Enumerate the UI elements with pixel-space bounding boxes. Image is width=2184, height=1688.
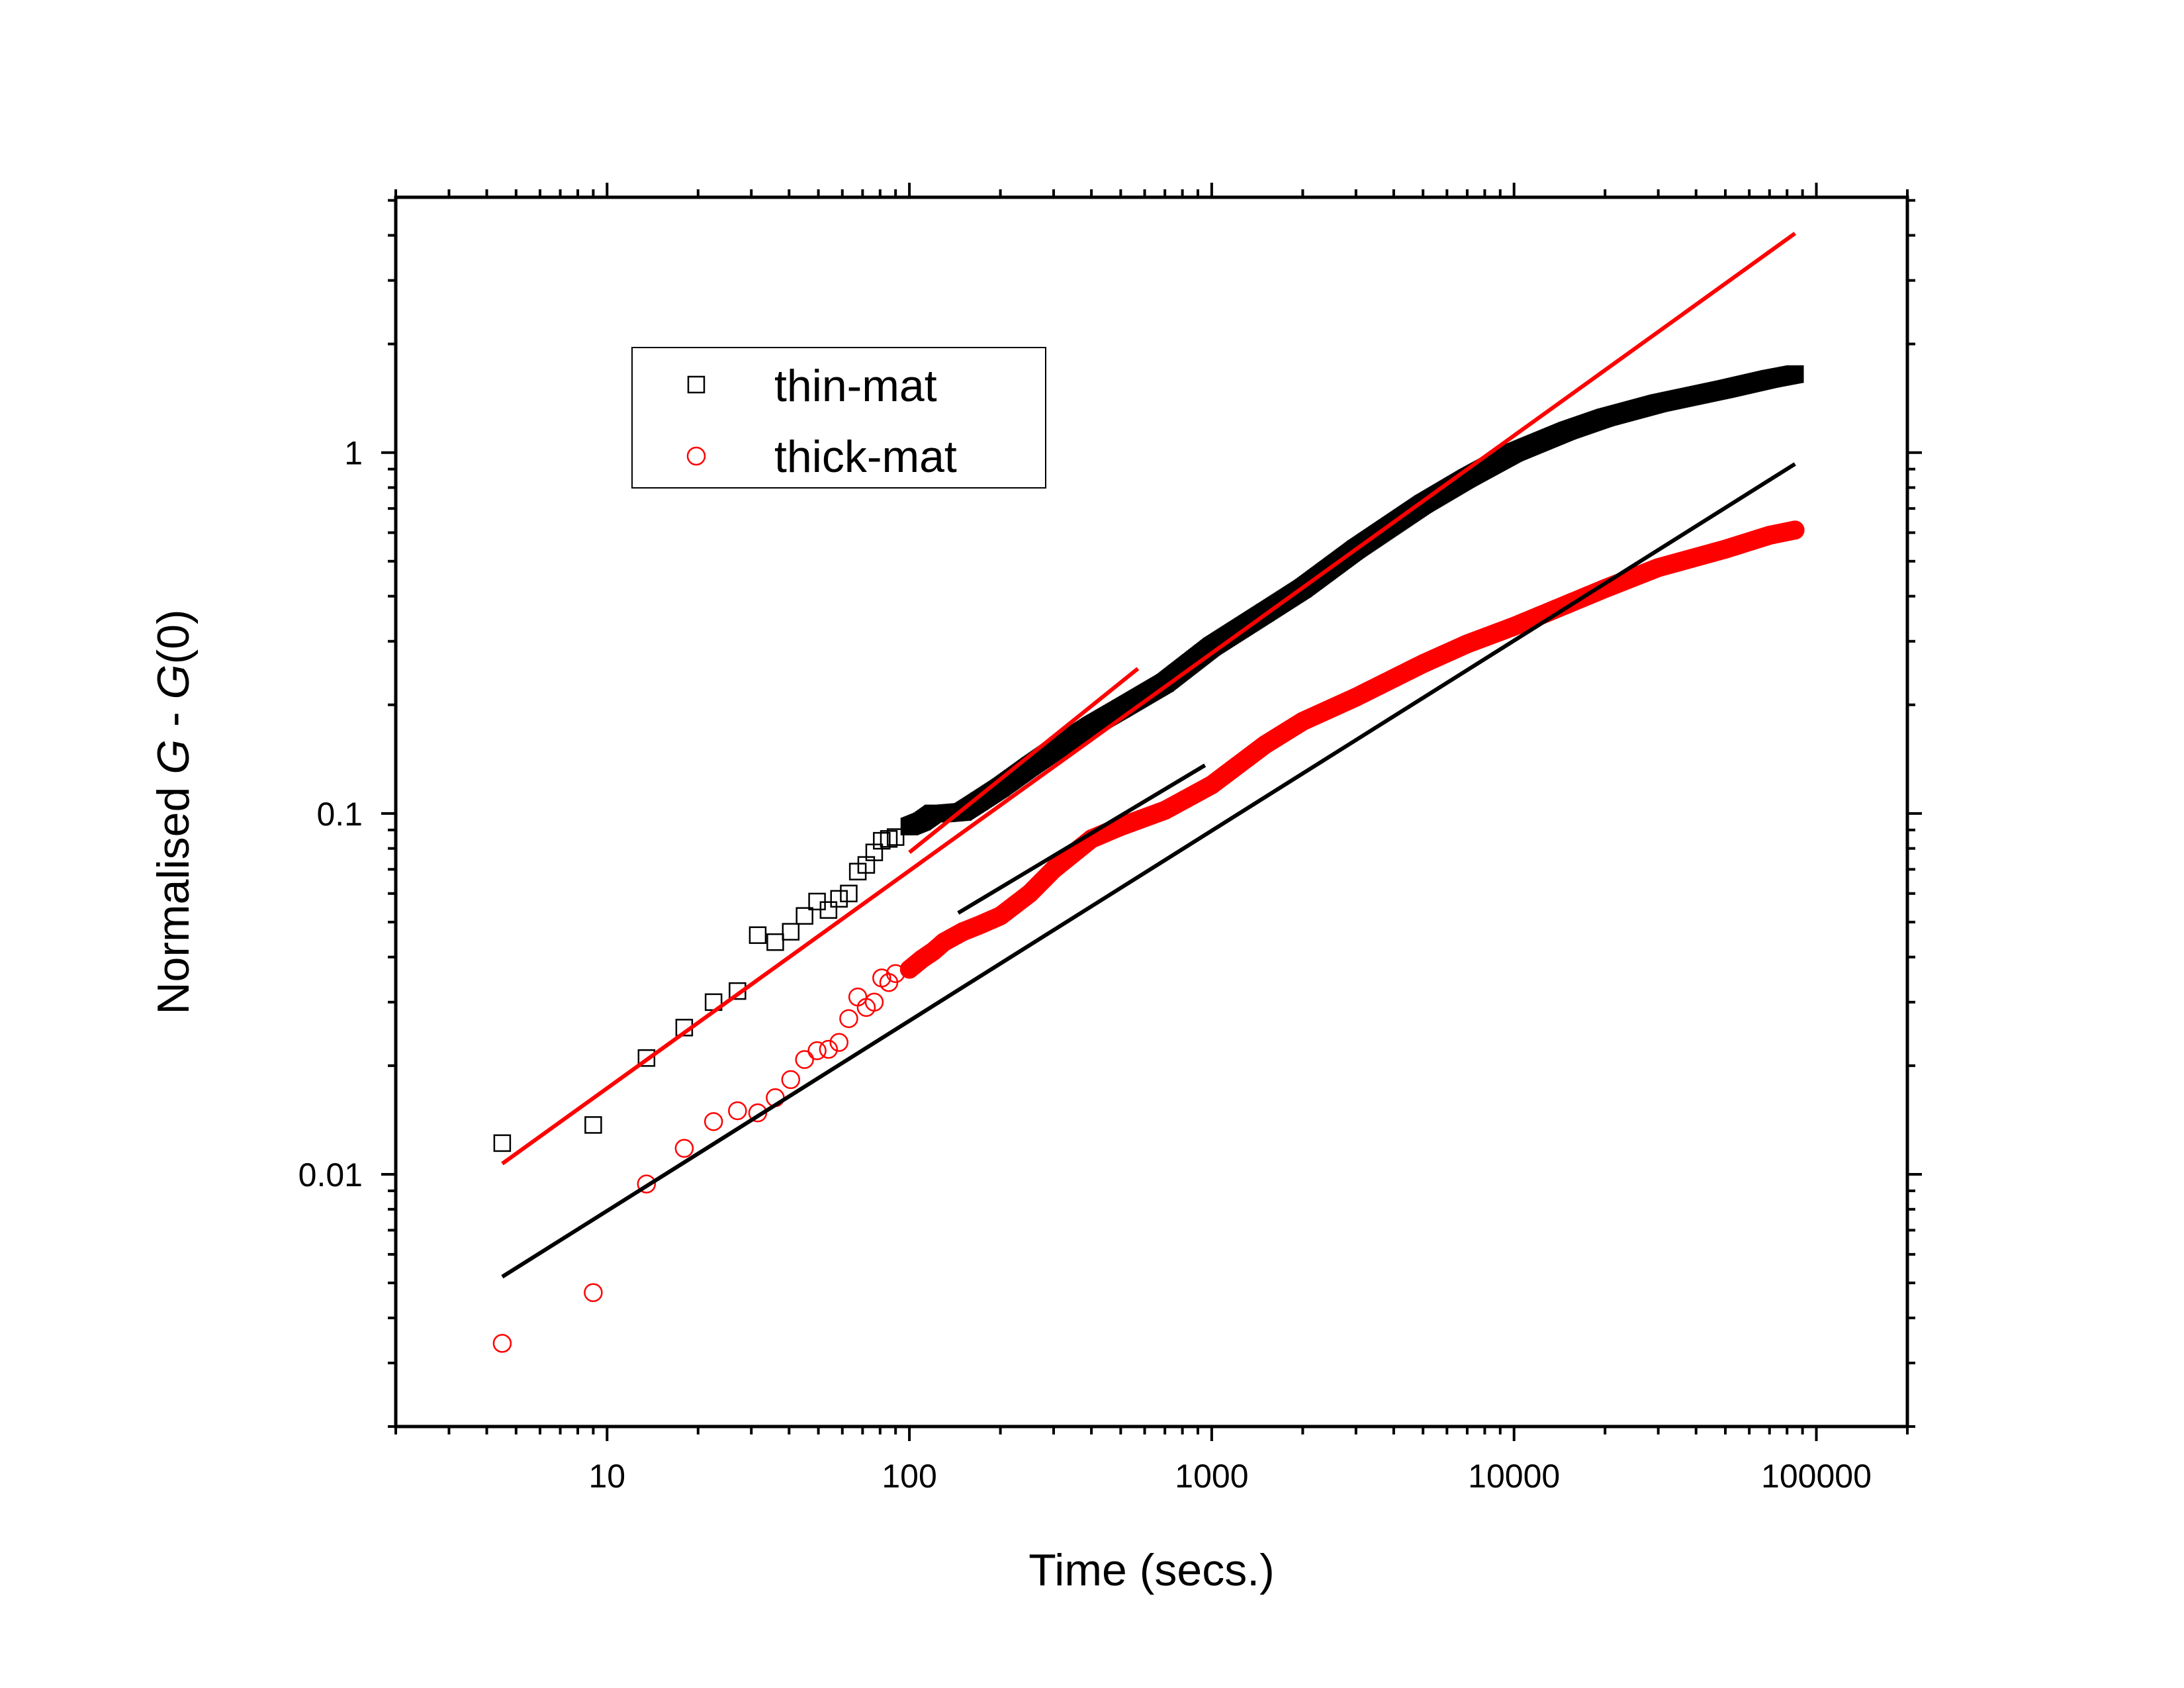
data-point [781,1070,801,1090]
legend-marker-thin-mat [687,375,705,394]
y-axis-title-mid: - [148,699,199,739]
tick-layer [381,183,1922,1441]
x-axis-title: Time (secs.) [1028,1545,1274,1595]
data-point [492,1334,512,1353]
data-point [637,1174,657,1194]
data-point [840,884,858,903]
data-point [886,828,905,846]
x-tick-label: 10 [588,1458,625,1495]
legend-label-thin-mat: thin-mat [774,361,937,411]
y-axis-title-g2: G [148,665,199,700]
data-point [819,901,838,919]
fit-layer [501,232,1797,1279]
data-point [830,890,848,908]
plot-frame [394,195,1909,1429]
x-tick-label: 1000 [1175,1458,1248,1495]
legend-label-thick-mat: thick-mat [774,432,957,482]
y-tick-label: 0.01 [298,1156,363,1194]
data-point [493,1134,512,1152]
data-point [1785,520,1805,539]
data-point [749,926,767,944]
x-tick-label: 10000 [1468,1458,1560,1495]
data-point [880,830,898,848]
y-tick-label: 0.1 [316,796,363,833]
data-point [819,1039,839,1059]
fit-line [501,462,1796,1279]
fit-line [957,763,1206,915]
data-point [782,923,800,941]
data-point [796,907,813,925]
data-point [839,1009,858,1029]
y-axis-title-suffix: (0) [148,609,199,664]
data-point [829,1033,848,1052]
tick-label-layer: 10 100 1000 10000 100000 0.01 0.1 1 [298,435,1872,1495]
y-tick-label: 1 [344,435,363,472]
data-point [795,1050,814,1069]
data-point [766,933,784,951]
data-point [637,1049,656,1067]
y-axis-title-g1: G [148,739,199,774]
data-point [873,831,891,850]
data-point [1786,365,1804,383]
data-point [584,1116,602,1134]
fit-line [908,667,1140,855]
fit-line [501,232,1797,1166]
data-point [864,992,884,1012]
y-axis-title-prefix: Normalised [148,774,199,1015]
y-axis-title: Normalised G - G(0) [148,609,199,1014]
x-tick-label: 100000 [1761,1458,1872,1495]
data-point [704,1112,723,1131]
legend-marker-thick-mat [686,446,706,466]
data-point [807,1041,827,1060]
legend: thin-mat thick-mat [631,347,1046,489]
data-point [728,1101,747,1121]
data-point [674,1139,694,1158]
legend-box [631,347,1046,489]
x-tick-label: 100 [882,1458,936,1495]
data-point [584,1283,603,1302]
